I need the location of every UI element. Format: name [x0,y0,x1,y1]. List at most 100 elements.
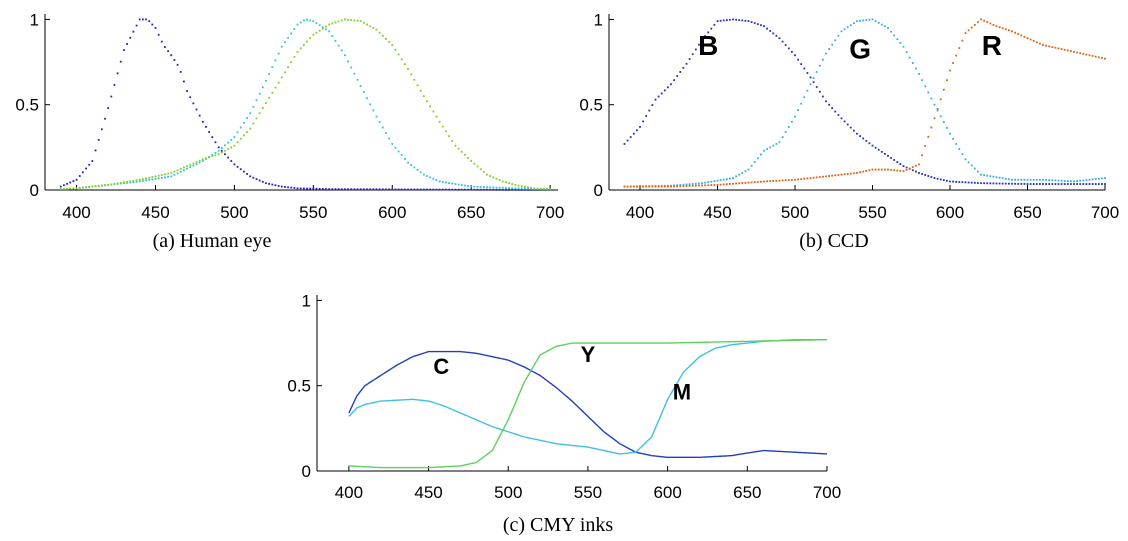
data-point [220,147,223,149]
data-point [995,176,998,179]
data-point [744,181,747,184]
data-point [1032,183,1035,185]
data-point [334,21,337,24]
data-point [781,40,784,43]
data-point [138,18,141,21]
data-point [1042,178,1044,181]
data-point [849,24,852,27]
data-point [639,125,641,128]
data-point [1039,178,1041,181]
data-point [880,168,883,171]
data-point [546,188,548,190]
data-point [896,161,899,163]
data-point [448,188,450,191]
data-point [896,38,899,41]
data-point [397,188,400,191]
x-tick-label: 550 [299,203,327,222]
data-point [818,90,821,93]
data-point [457,183,460,186]
data-point [220,149,223,152]
data-point [486,188,488,191]
data-point [930,176,933,178]
data-point [381,34,384,37]
data-point [1104,177,1106,179]
data-point [949,69,951,72]
data-point [126,180,128,183]
data-point [372,27,375,29]
data-point [271,183,274,186]
axes: 400 450 500 550 600 650 700 0 0.5 1 [15,10,564,222]
data-point [242,134,245,137]
data-point [224,144,226,147]
data-point [192,162,195,165]
data-point [794,178,796,181]
data-point [1076,180,1078,183]
data-point [868,18,871,21]
data-point [840,117,843,120]
data-point [505,187,507,189]
data-point [890,168,892,171]
data-point [258,112,261,115]
data-point [141,178,144,180]
data-point [629,185,632,188]
data-point [787,179,790,182]
y-tick-label: 0.5 [15,96,39,115]
data-point [347,188,349,191]
data-point [75,178,78,181]
data-point [356,78,359,81]
data-point [334,188,337,191]
data-point [435,115,438,118]
data-point [258,92,261,95]
data-point [132,30,135,33]
data-point [268,182,271,185]
data-point [167,175,170,178]
data-point [1079,183,1082,185]
data-point [410,73,413,76]
data-point [400,188,403,191]
data-point [657,95,660,98]
data-point [438,180,441,183]
data-point [479,186,482,188]
data-point [492,186,495,189]
data-point [201,158,204,161]
data-point [277,185,280,187]
data-point [460,184,463,186]
data-point [967,29,970,32]
data-point [822,175,824,178]
data-point [495,186,498,189]
data-point [853,22,855,25]
data-point [905,51,908,54]
data-point [713,23,716,26]
data-point [511,187,514,190]
data-point [1057,47,1060,50]
data-point [104,117,106,120]
data-point [277,81,280,84]
data-point [268,73,271,75]
data-point [1004,177,1007,180]
data-point [413,166,416,169]
data-point [514,183,517,186]
data-point [939,98,942,101]
data-point [154,27,157,29]
data-point [113,182,116,185]
data-point [107,183,110,186]
data-point [791,50,793,53]
data-point [797,109,799,112]
data-point [738,182,741,185]
data-point [884,25,886,28]
data-point [986,174,989,177]
x-tick-label: 450 [703,203,731,222]
data-point [967,181,970,184]
data-point [495,188,498,191]
data-point [454,144,457,147]
data-point [791,179,793,181]
data-point [741,172,744,174]
data-point [927,135,930,138]
data-point [280,76,283,79]
data-point [167,50,170,53]
data-point [394,48,397,51]
data-point [1029,38,1032,41]
chart-cmy-inks: 400 450 500 550 600 650 700 0 0.5 1 C Y M (c) CMY ink… [287,291,841,536]
data-point [445,188,447,191]
data-point [778,37,781,40]
